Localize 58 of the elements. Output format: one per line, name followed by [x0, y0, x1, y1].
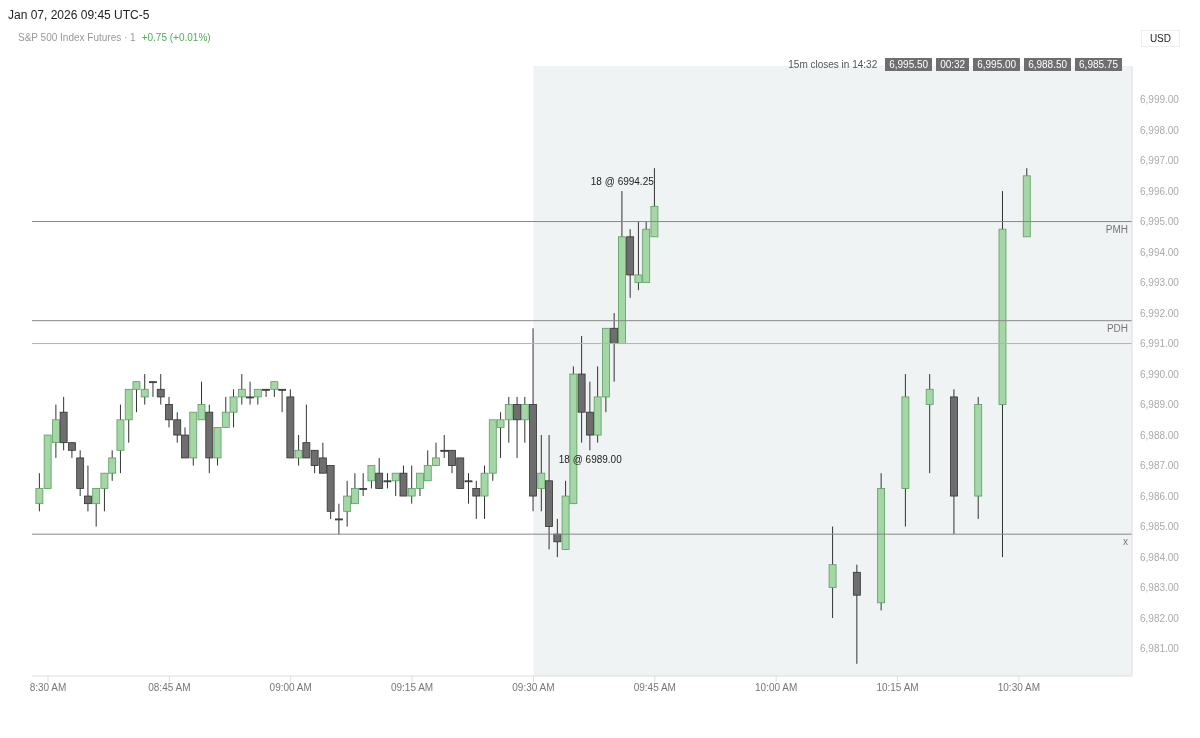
candlestick: [359, 472, 368, 497]
candlestick: [335, 503, 343, 535]
candlestick: [610, 312, 619, 383]
y-tick-label: 6,988.00: [1140, 429, 1180, 441]
text: Jan 07, 2026 09:45 UTC-5: [8, 8, 150, 22]
y-tick-label: 6,999.00: [1140, 94, 1180, 106]
candlestick: [149, 381, 157, 398]
chart-title: S&P 500 Index Futures · 1: [18, 32, 136, 43]
ref-line-label: x: [1123, 536, 1128, 548]
y-tick-label: 6,982.00: [1140, 612, 1180, 624]
candlestick: [84, 465, 92, 512]
annotation: 00:32: [936, 58, 970, 71]
y-tick-label: 6,984.00: [1140, 551, 1180, 563]
annotation: 6,988.50: [1024, 58, 1072, 71]
candlestick: [472, 480, 481, 520]
y-tick-label: 6,989.00: [1140, 399, 1180, 411]
annotation: 6,995.50: [885, 58, 933, 71]
y-tick-label: 6,992.00: [1140, 307, 1180, 319]
ref-line-label: PDH: [1106, 322, 1128, 334]
y-tick-label: 6,996.00: [1140, 185, 1180, 197]
x-tick-label: 09:15 AM: [390, 682, 434, 694]
candlestick: [852, 564, 861, 665]
candlestick: [828, 526, 837, 619]
ref-line-label: PMH: [1105, 223, 1128, 235]
x-tick-label: 09:45 AM: [633, 682, 676, 694]
x-tick-label: 10:30 AM: [997, 682, 1041, 694]
candlestick: [399, 465, 408, 497]
y-tick-label: 6,998.00: [1140, 124, 1180, 136]
x-tick-label: 09:00 AM: [269, 682, 312, 694]
y-tick-label: 6,995.00: [1140, 216, 1180, 228]
y-tick-label: 6,994.00: [1140, 246, 1180, 258]
candlestick: [513, 396, 521, 459]
y-tick-label: 6,997.00: [1140, 155, 1180, 167]
candlestick: [925, 373, 934, 474]
candlestick: [246, 381, 254, 406]
chart-subtitle: +0.75 (+0.01%): [141, 32, 211, 43]
y-axis-title: USD: [1140, 30, 1180, 47]
x-tick-label: 10:00 AM: [755, 682, 798, 694]
y-tick-label: 6,987.00: [1140, 460, 1180, 472]
y-tick-label: 6,993.00: [1140, 277, 1180, 289]
y-tick-label: 6,990.00: [1140, 368, 1180, 380]
y-tick-label: 6,981.00: [1140, 643, 1180, 655]
y-tick-label: 6,983.00: [1140, 582, 1180, 594]
candlestick: [262, 388, 270, 398]
x-tick-label: 10:15 AM: [876, 682, 919, 694]
annotation: 6,995.00: [973, 58, 1021, 71]
y-tick-label: 6,985.00: [1140, 521, 1180, 533]
annotation: 6,985.75: [1075, 58, 1122, 71]
candlestick: [278, 388, 286, 413]
candlestick: [156, 373, 165, 406]
annotation: 18 @ 6989.00: [558, 454, 623, 466]
x-tick-label: 8:30 AM: [29, 682, 67, 694]
y-tick-label: 6,991.00: [1140, 338, 1180, 350]
x-tick-label: 09:30 AM: [512, 682, 555, 694]
x-tick-label: 08:45 AM: [148, 682, 191, 694]
annotation: 18 @ 6994.25: [590, 176, 655, 188]
y-tick-label: 6,986.00: [1140, 490, 1180, 502]
annotation: 15m closes in 14:32: [787, 58, 879, 71]
